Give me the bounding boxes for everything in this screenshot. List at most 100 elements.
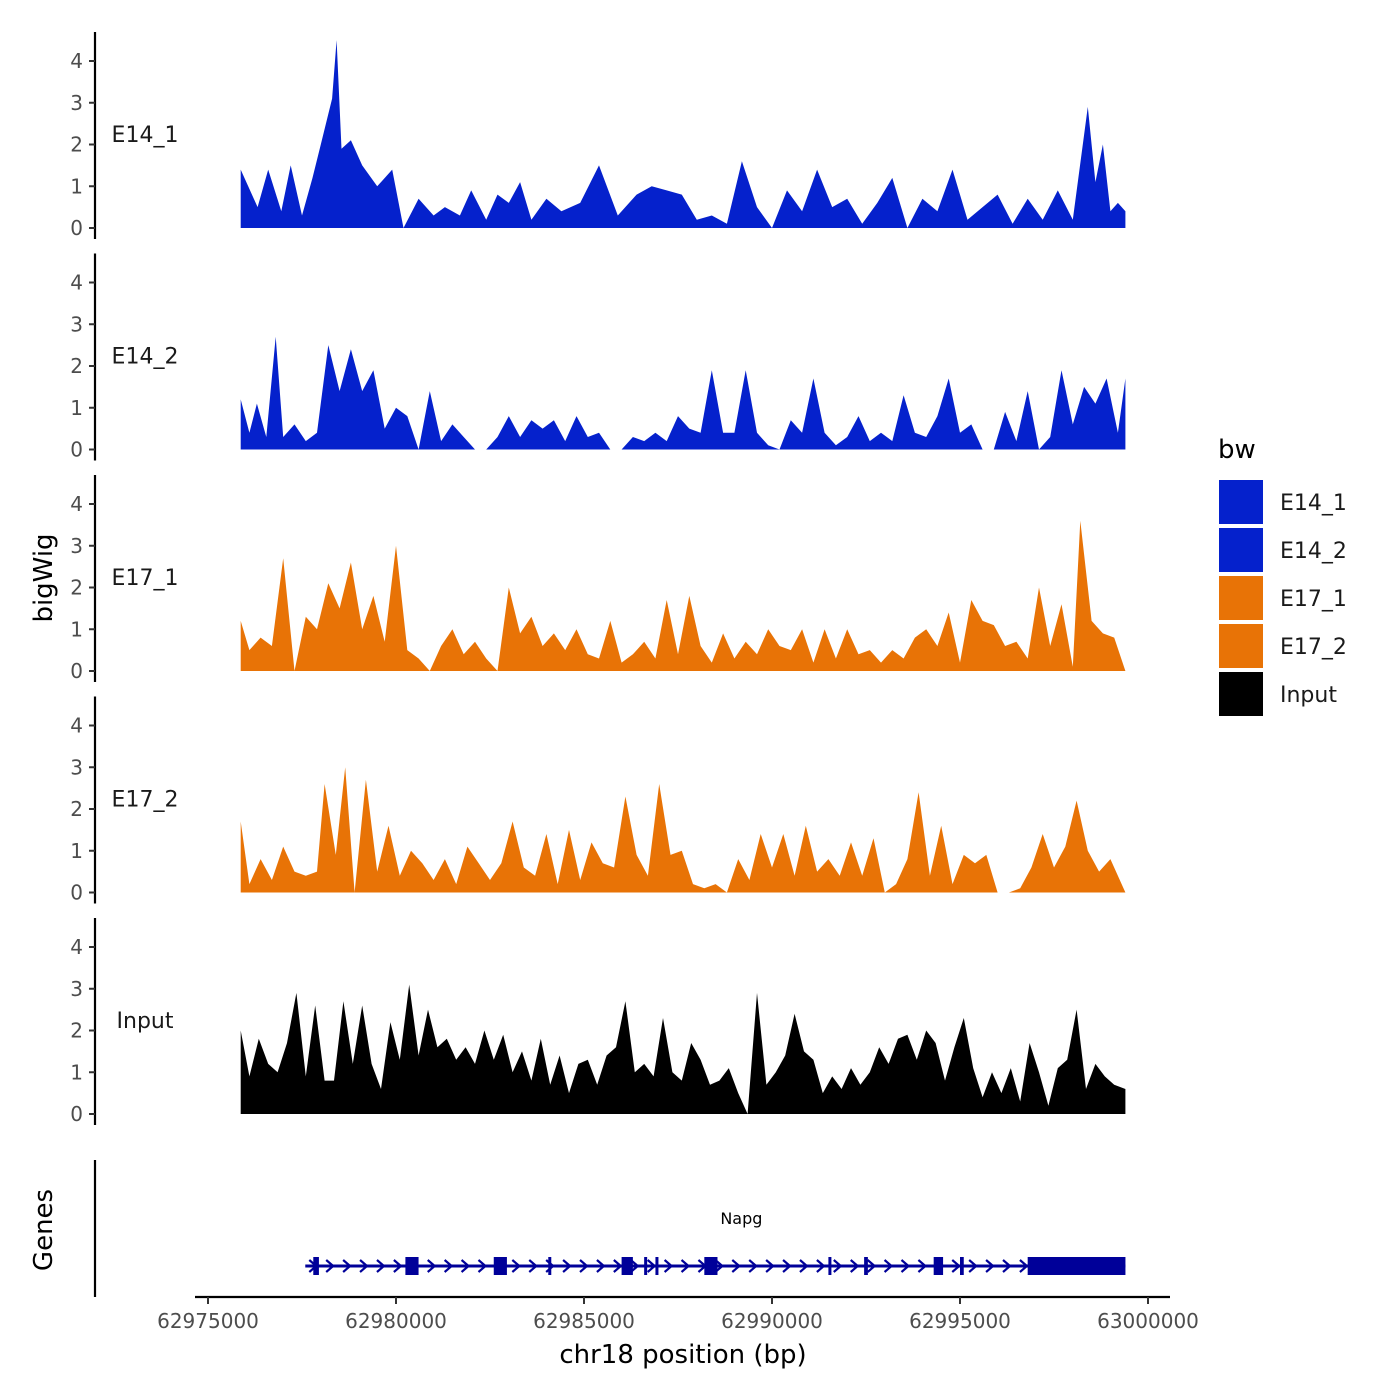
x-tick-label: 62980000 (345, 1309, 447, 1333)
strand-arrow (562, 1259, 572, 1273)
y-tick-label: 1 (70, 174, 83, 198)
gene-panel: Napg (93, 1160, 1126, 1297)
legend: bw E14_1 E14_2 E17_1 E17_2 Input (1218, 435, 1347, 716)
track-panel-e17-1: 0 1 2 3 4 E17_1 (70, 475, 1126, 683)
gene-exon (933, 1257, 944, 1275)
gene-exon (704, 1257, 718, 1275)
y-tick-label: 4 (70, 49, 83, 73)
track-label: Input (117, 1009, 174, 1034)
legend-swatch (1219, 624, 1263, 668)
y-tick-label: 1 (70, 396, 83, 420)
y-tick-label: 4 (70, 935, 83, 959)
strand-arrow (359, 1259, 369, 1273)
strand-arrow (731, 1259, 741, 1273)
legend-label: Input (1280, 683, 1337, 708)
strand-arrow (477, 1259, 488, 1273)
strand-arrow (460, 1259, 471, 1273)
track-panel-e17-2: 0 1 2 3 4 E17_2 (70, 696, 1126, 905)
legend-swatch (1219, 576, 1263, 620)
gene-name: Napg (720, 1209, 762, 1228)
track-panels: 0 1 2 3 4 E14_1 0 1 2 3 4 E14_2 0 1 2 3 4 E17_1 0 1 2 3 4 E17_2… (70, 32, 1126, 1126)
strand-arrow (579, 1259, 589, 1273)
genes-axis-title: Genes (29, 1189, 59, 1271)
legend-swatch (1219, 528, 1263, 572)
gene-exon (960, 1257, 964, 1275)
coverage-area-e17-2 (240, 767, 1126, 893)
strand-arrow (325, 1259, 335, 1273)
x-tick-label: 62995000 (909, 1309, 1011, 1333)
gene-exon (621, 1257, 633, 1275)
strand-arrow (765, 1259, 775, 1273)
legend-label: E14_2 (1280, 539, 1347, 564)
strand-arrow (866, 1259, 877, 1273)
strand-arrow (951, 1259, 961, 1273)
strand-arrow (816, 1259, 826, 1273)
y-tick-label: 0 (70, 1102, 83, 1126)
strand-arrow (850, 1259, 860, 1273)
x-tick-label: 62985000 (533, 1309, 635, 1333)
strand-arrow (1019, 1259, 1029, 1273)
strand-arrow (511, 1259, 522, 1273)
y-tick-label: 3 (70, 977, 83, 1001)
strand-arrow (596, 1259, 606, 1273)
gene-exon (313, 1257, 319, 1275)
y-tick-label: 1 (70, 839, 83, 863)
gene-exon (405, 1257, 419, 1275)
x-axis: 62975000 62980000 62985000 62990000 62995000… (157, 1295, 1199, 1333)
track-panel-e14-2: 0 1 2 3 4 E14_2 (70, 253, 1126, 462)
y-tick-label: 4 (70, 714, 83, 738)
track-panel-input: 0 1 2 3 4 Input (70, 918, 1126, 1126)
strand-arrow (630, 1259, 640, 1273)
strand-arrow (900, 1259, 911, 1273)
legend-label: E17_1 (1280, 587, 1347, 612)
gene-exon (828, 1257, 832, 1275)
y-tick-label: 3 (70, 312, 83, 336)
gene-exon (644, 1257, 648, 1275)
gene-exon (864, 1257, 868, 1275)
coverage-area-input (240, 984, 1126, 1114)
strand-arrow (443, 1259, 454, 1273)
strand-arrow (393, 1259, 403, 1273)
y-tick-label: 2 (70, 1019, 83, 1043)
gene-exon (655, 1257, 659, 1275)
x-tick-label: 62975000 (157, 1309, 259, 1333)
y-tick-label: 1 (70, 617, 83, 641)
y-axis-title: bigWig (29, 533, 59, 622)
y-tick-label: 1 (70, 1060, 83, 1084)
legend-label: E17_2 (1280, 635, 1347, 660)
strand-arrow (714, 1259, 725, 1273)
y-tick-label: 2 (70, 354, 83, 378)
strand-arrow (883, 1259, 894, 1273)
strand-arrow (427, 1259, 437, 1273)
strand-arrow (528, 1259, 538, 1273)
x-axis-title: chr18 position (bp) (559, 1340, 806, 1370)
strand-arrow (748, 1259, 758, 1273)
track-panel-e14-1: 0 1 2 3 4 E14_1 (70, 32, 1126, 240)
track-label: E14_1 (112, 123, 179, 148)
coverage-area-e14-1 (240, 40, 1126, 228)
y-tick-label: 0 (70, 659, 83, 683)
strand-arrow (799, 1259, 809, 1273)
y-tick-label: 0 (70, 881, 83, 905)
y-tick-label: 0 (70, 438, 83, 462)
y-tick-label: 0 (70, 216, 83, 240)
track-label: E14_2 (112, 345, 179, 370)
strand-arrow (342, 1259, 352, 1273)
coverage-area-e14-2 (240, 336, 1126, 450)
y-tick-label: 3 (70, 91, 83, 115)
strand-arrow (968, 1259, 978, 1273)
strand-arrow (782, 1259, 792, 1273)
coverage-area-e17-1 (240, 520, 1126, 671)
strand-arrow (680, 1259, 691, 1273)
x-tick-label: 63000000 (1097, 1309, 1199, 1333)
strand-arrow (376, 1259, 386, 1273)
legend-label: E14_1 (1280, 491, 1347, 516)
strand-arrow (663, 1259, 674, 1273)
y-tick-label: 3 (70, 755, 83, 779)
y-tick-label: 4 (70, 492, 83, 516)
y-tick-label: 3 (70, 534, 83, 558)
y-tick-label: 2 (70, 576, 83, 600)
strand-arrow (917, 1259, 928, 1273)
strand-arrow (985, 1259, 995, 1273)
